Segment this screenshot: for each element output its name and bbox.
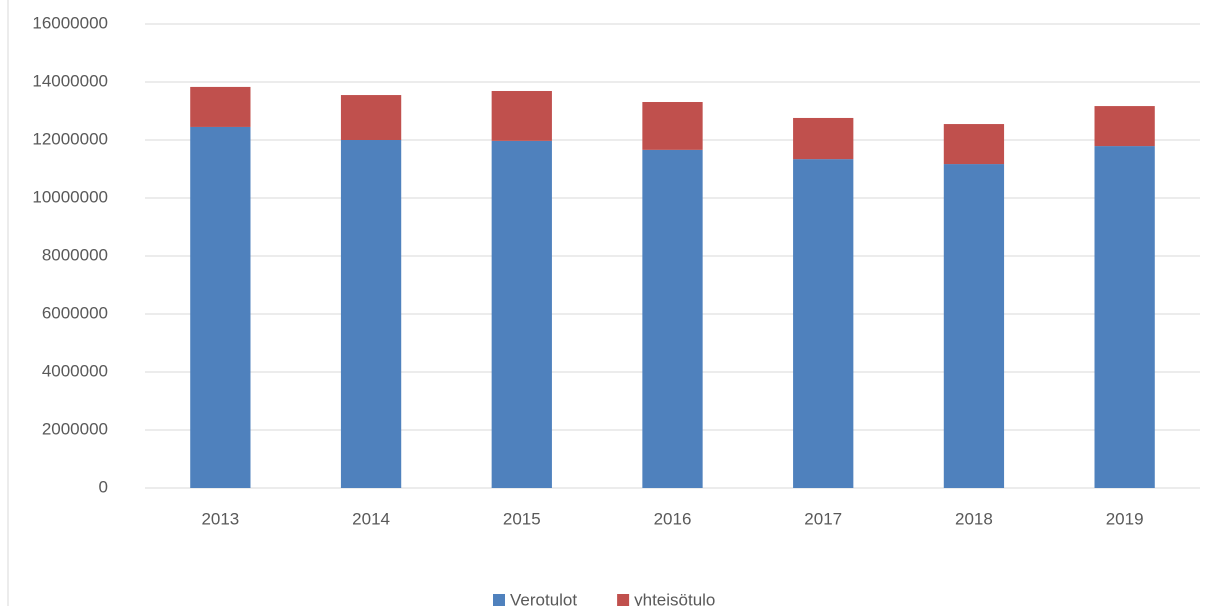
x-tick-label: 2017 bbox=[804, 509, 842, 528]
bar-segment bbox=[642, 149, 703, 489]
y-tick-label: 6000000 bbox=[42, 303, 108, 322]
bar-segment bbox=[1094, 146, 1155, 488]
y-tick-label: 12000000 bbox=[32, 129, 108, 148]
bar-segment bbox=[491, 90, 552, 141]
bar-segment bbox=[340, 95, 402, 140]
bar-segment bbox=[793, 117, 854, 160]
x-tick-label: 2018 bbox=[955, 509, 993, 528]
bar-segment bbox=[793, 159, 854, 488]
bar-segment bbox=[1094, 106, 1155, 147]
y-tick-label: 0 bbox=[99, 477, 108, 496]
bar-segment bbox=[340, 140, 402, 488]
bar-segment bbox=[943, 164, 1005, 488]
y-tick-label: 14000000 bbox=[32, 71, 108, 90]
bar-segment bbox=[642, 102, 703, 150]
x-tick-label: 2016 bbox=[654, 509, 692, 528]
x-tick-label: 2019 bbox=[1106, 509, 1144, 528]
y-tick-label: 10000000 bbox=[32, 187, 108, 206]
bar-segment bbox=[491, 140, 552, 488]
bar-segment bbox=[943, 124, 1005, 165]
legend-label: Verotulot bbox=[510, 590, 577, 606]
bar-segment bbox=[190, 86, 251, 127]
bar-segment bbox=[190, 126, 251, 488]
y-tick-label: 8000000 bbox=[42, 245, 108, 264]
x-tick-label: 2013 bbox=[201, 509, 239, 528]
legend-swatch bbox=[617, 594, 630, 606]
y-tick-label: 4000000 bbox=[42, 361, 108, 380]
x-tick-label: 2014 bbox=[352, 509, 390, 528]
legend-label: yhteisötulo bbox=[634, 590, 715, 606]
y-tick-label: 2000000 bbox=[42, 419, 108, 438]
y-tick-label: 16000000 bbox=[32, 13, 108, 32]
x-tick-label: 2015 bbox=[503, 509, 541, 528]
legend-swatch bbox=[493, 594, 505, 606]
